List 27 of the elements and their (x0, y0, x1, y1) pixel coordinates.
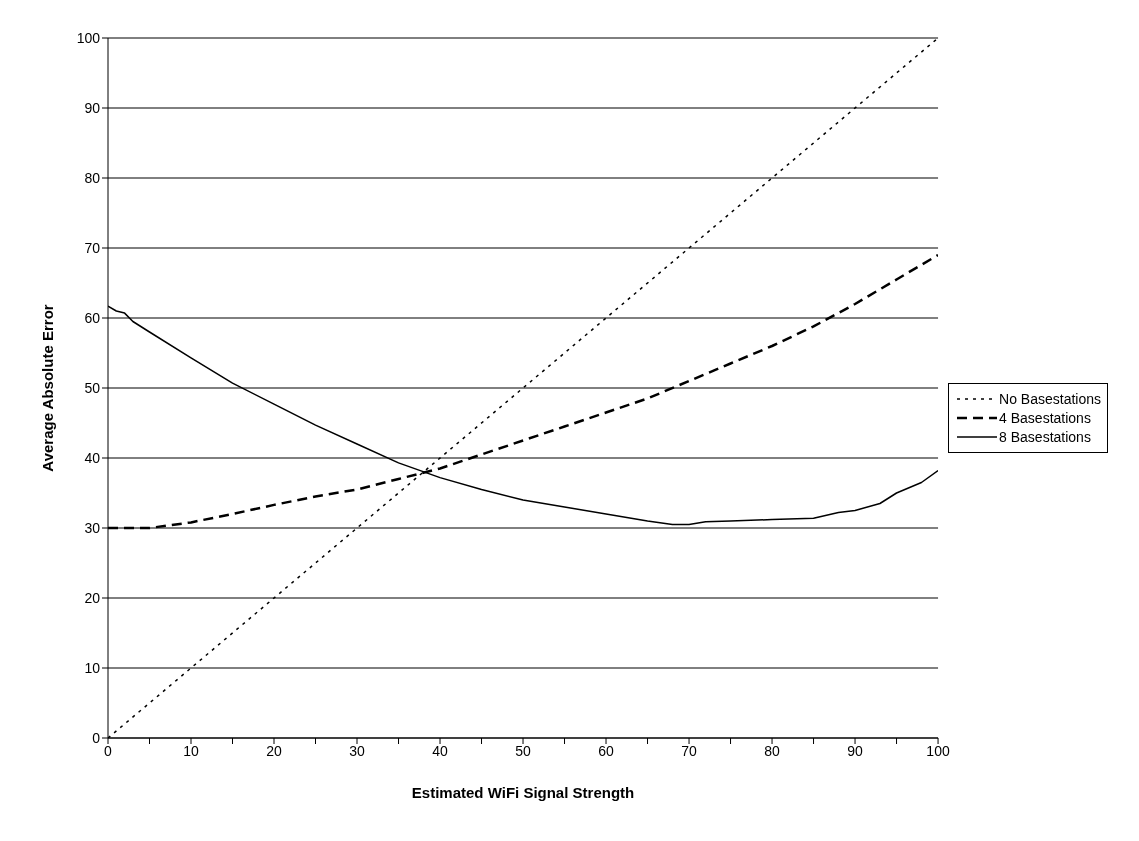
x-tick-label: 80 (764, 742, 781, 759)
y-tick-label: 90 (84, 99, 101, 116)
x-tick-label: 10 (183, 742, 199, 759)
y-tick-label: 10 (84, 659, 101, 676)
y-tick-label: 70 (84, 239, 101, 256)
x-tick-label: 90 (847, 742, 864, 759)
legend-label: 4 Basestations (999, 410, 1091, 426)
y-tick-label: 50 (84, 379, 101, 396)
y-axis-title: Average Absolute Error (39, 304, 57, 472)
x-tick-label: 30 (349, 742, 366, 759)
y-tick-label: 100 (76, 29, 101, 46)
y-tick-label: 40 (84, 449, 101, 466)
x-axis-title: Estimated WiFi Signal Strength (411, 784, 635, 801)
x-tick-label: 40 (432, 742, 449, 759)
legend-label: No Basestations (999, 391, 1101, 407)
y-tick-label: 30 (84, 519, 101, 536)
x-tick-label: 50 (515, 742, 532, 759)
x-tick-label: 100 (926, 742, 950, 759)
x-tick-label: 60 (598, 742, 615, 759)
x-tick-label: 70 (681, 742, 698, 759)
y-tick-label: 60 (84, 309, 101, 326)
y-tick-label: 0 (92, 729, 101, 746)
x-tick-label: 20 (266, 742, 283, 759)
y-tick-label: 80 (84, 169, 101, 186)
y-tick-label: 20 (84, 589, 101, 606)
x-tick-label: 0 (104, 742, 113, 759)
legend-label: 8 Basestations (999, 429, 1091, 445)
